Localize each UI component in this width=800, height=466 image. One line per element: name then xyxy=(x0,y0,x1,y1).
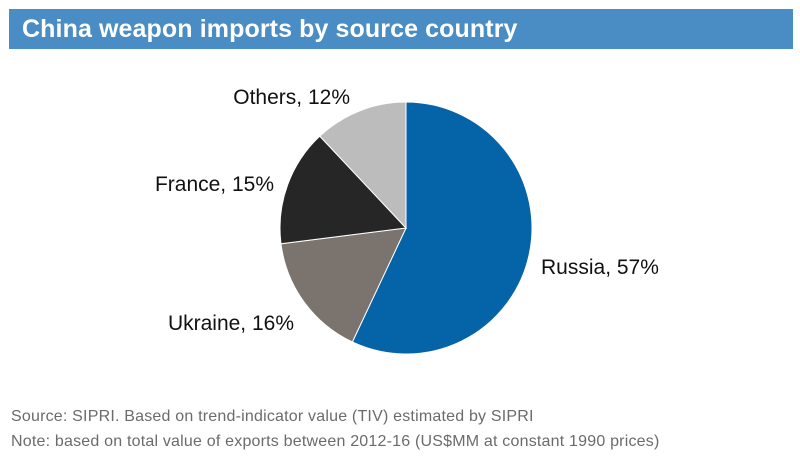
pie-slice-0 xyxy=(351,101,533,355)
pie-slice-3 xyxy=(319,101,407,230)
source-note: Source: SIPRI. Based on trend-indicator … xyxy=(11,408,534,425)
chart-title-bar: China weapon imports by source country xyxy=(9,9,793,49)
pie-chart: Russia, 57% Ukraine, 16% France, 15% Others… xyxy=(155,86,659,355)
slice-label-3: Others, 12% xyxy=(233,86,350,109)
pie-slice-1 xyxy=(280,227,407,343)
slice-label-1: Ukraine, 16% xyxy=(168,312,294,335)
pie-chart-area: Russia, 57% Ukraine, 16% France, 15% Others… xyxy=(0,60,800,400)
pie-slice-2 xyxy=(279,135,408,245)
slice-label-2: France, 15% xyxy=(155,173,274,196)
slice-label-0: Russia, 57% xyxy=(541,256,659,279)
methodology-note: Note: based on total value of exports be… xyxy=(11,433,660,450)
chart-title: China weapon imports by source country xyxy=(22,14,518,43)
